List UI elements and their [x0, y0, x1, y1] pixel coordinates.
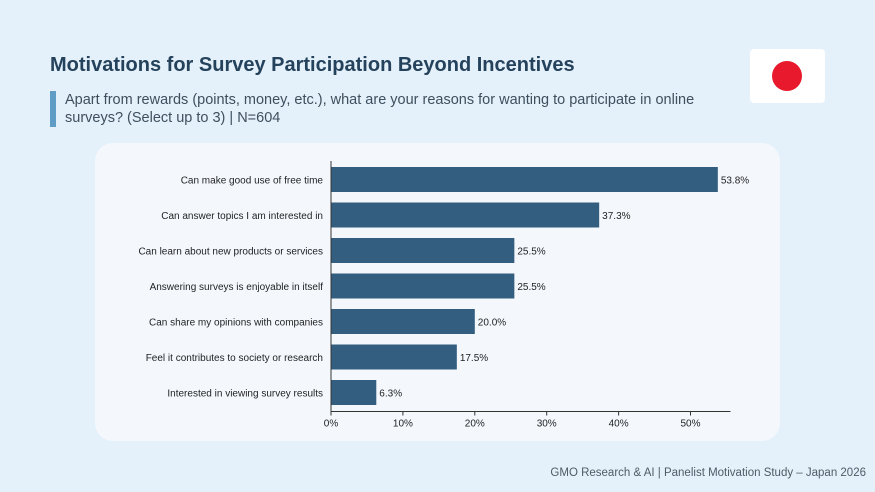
x-tick-label: 0%: [324, 419, 339, 430]
bar: [331, 380, 377, 405]
page-title: Motivations for Survey Participation Bey…: [50, 54, 575, 76]
japan-flag-icon: [750, 49, 825, 103]
subtitle-block: Apart from rewards (points, money, etc.)…: [50, 91, 755, 127]
subtitle: Apart from rewards (points, money, etc.)…: [65, 92, 695, 126]
x-tick-label: 20%: [465, 419, 485, 430]
category-label: Answering surveys is enjoyable in itself: [150, 282, 324, 293]
category-label: Can make good use of free time: [181, 176, 324, 187]
bar: [331, 238, 515, 263]
value-label: 17.5%: [460, 353, 488, 364]
bar: [331, 344, 457, 370]
value-label: 6.3%: [379, 389, 402, 400]
category-label: Feel it contributes to society or resear…: [146, 353, 323, 364]
x-tick-label: 40%: [609, 419, 629, 430]
value-label: 53.8%: [721, 176, 749, 187]
bar: [331, 273, 515, 299]
bar: [331, 202, 600, 228]
value-label: 20.0%: [478, 318, 506, 329]
footer-credit: GMO Research & AI | Panelist Motivation …: [550, 467, 866, 479]
value-label: 25.5%: [517, 247, 545, 258]
value-label: 25.5%: [517, 282, 545, 293]
x-tick-label: 30%: [537, 419, 557, 430]
chart-panel: Can make good use of free time 53.8% Can a…: [95, 143, 780, 441]
category-label: Can learn about new products or services: [138, 247, 323, 258]
x-tick-label: 50%: [680, 419, 700, 430]
bar: [331, 167, 718, 192]
value-label: 37.3%: [602, 211, 630, 222]
bar-chart: Can make good use of free time 53.8% Can a…: [138, 161, 749, 430]
category-label: Can answer topics I am interested in: [161, 211, 323, 222]
category-label: Can share my opinions with companies: [149, 318, 323, 329]
bar: [331, 309, 475, 334]
flag-disc: [772, 61, 802, 91]
x-tick-label: 10%: [393, 419, 413, 430]
category-label: Interested in viewing survey results: [167, 389, 323, 400]
